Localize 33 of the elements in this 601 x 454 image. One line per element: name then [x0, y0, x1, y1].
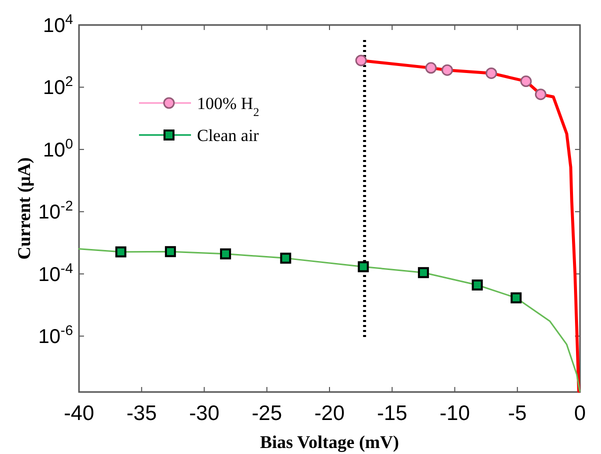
point — [520, 76, 532, 88]
legend-label: 100% H$_{2}$ — [197, 94, 260, 119]
point — [220, 248, 232, 260]
point — [418, 267, 429, 278]
x-axis-title: Bias Voltage (mV) — [260, 432, 400, 452]
x-tick-label: -20 — [314, 402, 345, 425]
x-tick-label: 0 — [574, 402, 586, 425]
y-tick-label: 10$^{4}$ — [42, 11, 74, 37]
y-tick-label: 10$^{-6}$ — [38, 322, 74, 348]
x-tick-label: -10 — [440, 402, 470, 425]
y-tick-label: 10$^{0}$ — [42, 135, 74, 162]
point — [355, 54, 367, 66]
point — [486, 67, 498, 79]
y-axis-title: Current (μA) — [14, 157, 34, 260]
x-tick-label: -5 — [508, 402, 527, 425]
x-tick-label: -25 — [252, 402, 282, 425]
legend-label: Clean air — [197, 126, 260, 145]
y-tick-label: 10$^{2}$ — [42, 73, 74, 100]
point — [425, 62, 437, 74]
point — [280, 252, 292, 264]
x-tick-label: -40 — [64, 402, 94, 425]
x-tick-label: -15 — [376, 402, 408, 425]
point — [441, 64, 453, 76]
y-tick-label: 10$^{-2}$ — [38, 198, 74, 224]
point — [534, 88, 546, 100]
point — [358, 261, 369, 272]
point — [164, 246, 176, 258]
x-tick-label: -35 — [126, 402, 157, 425]
x-tick-label: -30 — [189, 402, 220, 425]
point — [472, 279, 483, 290]
point — [510, 292, 522, 304]
y-tick-label: 10$^{-4}$ — [38, 260, 74, 286]
point — [115, 246, 126, 258]
